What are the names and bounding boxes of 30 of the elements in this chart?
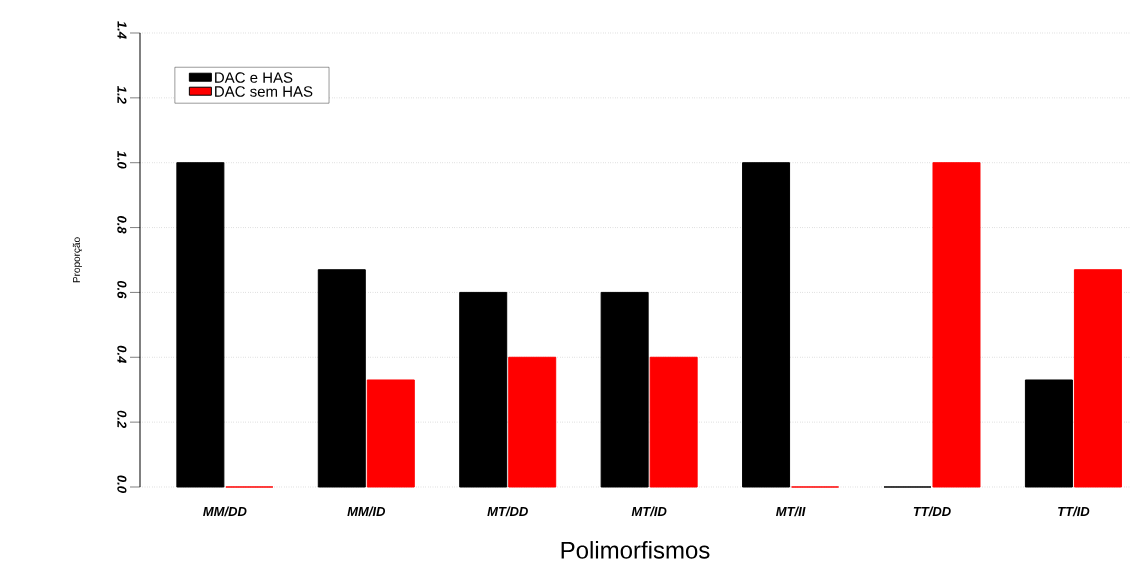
legend-label: DAC sem HAS <box>215 86 313 97</box>
bar <box>508 356 557 488</box>
y-tick-label: 0.2 <box>117 410 127 429</box>
y-tick-label: 1.0 <box>117 150 127 169</box>
x-tick-label: TT/DD <box>913 506 951 517</box>
bar <box>1024 379 1073 488</box>
x-tick-label: MT/ID <box>631 506 667 517</box>
y-tick-label: 0.6 <box>117 280 127 299</box>
y-axis-title: Proporção <box>72 237 83 283</box>
y-tick-label: 0.0 <box>117 475 127 493</box>
y-tick-label: 1.2 <box>117 86 127 104</box>
bar <box>176 162 225 488</box>
x-tick-label: TT/ID <box>1058 506 1090 517</box>
y-tick-label: 1.4 <box>117 21 127 39</box>
x-tick-label: MT/II <box>776 506 806 517</box>
bar <box>366 379 415 488</box>
x-tick-label: MM/ID <box>347 506 386 517</box>
bar <box>1073 269 1122 488</box>
bar <box>600 291 649 488</box>
y-tick-label: 0.4 <box>117 345 127 364</box>
bar <box>932 162 981 488</box>
y-tick-label: 0.8 <box>117 216 127 234</box>
bar <box>649 356 698 488</box>
bar <box>742 162 791 488</box>
bar <box>317 269 366 488</box>
x-tick-label: MM/DD <box>203 506 247 517</box>
x-axis-title: Polimorfismos <box>561 541 710 559</box>
bar <box>459 291 508 488</box>
x-tick-label: MT/DD <box>487 506 528 517</box>
legend-label: DAC e HAS <box>215 72 293 83</box>
